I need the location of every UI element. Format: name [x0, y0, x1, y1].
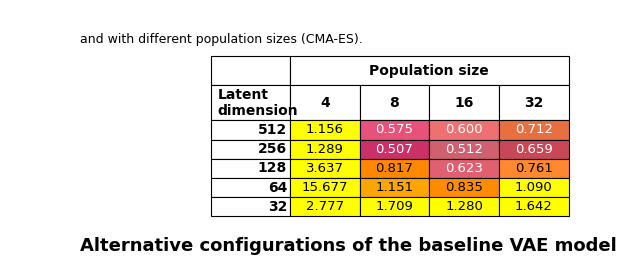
Text: 3.637: 3.637 — [306, 162, 344, 175]
Text: 0.761: 0.761 — [515, 162, 553, 175]
Text: 0.659: 0.659 — [515, 143, 552, 156]
Bar — [360, 140, 429, 159]
Bar — [360, 85, 429, 120]
Bar — [211, 120, 290, 140]
Bar — [211, 85, 290, 120]
Text: 256: 256 — [258, 142, 287, 156]
Text: 0.600: 0.600 — [445, 123, 483, 136]
Bar — [290, 140, 360, 159]
Text: 2.777: 2.777 — [306, 200, 344, 213]
Bar — [290, 197, 360, 216]
Text: 16: 16 — [454, 96, 474, 110]
Bar — [499, 159, 568, 178]
Text: Population size: Population size — [369, 64, 489, 78]
Bar — [211, 140, 290, 159]
Bar — [499, 197, 568, 216]
Text: 0.835: 0.835 — [445, 181, 483, 194]
Bar — [211, 56, 290, 85]
Text: 0.712: 0.712 — [515, 123, 553, 136]
Text: 128: 128 — [258, 161, 287, 175]
Text: 32: 32 — [524, 96, 543, 110]
Text: 1.151: 1.151 — [376, 181, 413, 194]
Text: 1.642: 1.642 — [515, 200, 553, 213]
Bar — [290, 120, 360, 140]
Bar — [360, 178, 429, 197]
Bar — [290, 178, 360, 197]
Bar — [211, 178, 290, 197]
Text: 0.817: 0.817 — [376, 162, 413, 175]
Text: 0.512: 0.512 — [445, 143, 483, 156]
Bar — [290, 56, 568, 85]
Bar — [290, 159, 360, 178]
Text: 15.677: 15.677 — [301, 181, 348, 194]
Text: 4: 4 — [320, 96, 330, 110]
Text: 512: 512 — [258, 123, 287, 137]
Bar — [429, 85, 499, 120]
Bar — [429, 178, 499, 197]
Bar — [499, 140, 568, 159]
Text: 32: 32 — [268, 200, 287, 214]
Bar — [360, 120, 429, 140]
Text: and with different population sizes (CMA-ES).: and with different population sizes (CMA… — [80, 33, 363, 46]
Text: Alternative configurations of the baseline VAE model: Alternative configurations of the baseli… — [80, 237, 617, 255]
Text: 1.156: 1.156 — [306, 123, 344, 136]
Bar — [211, 159, 290, 178]
Text: 1.289: 1.289 — [306, 143, 344, 156]
Text: 0.507: 0.507 — [376, 143, 413, 156]
Text: 1.280: 1.280 — [445, 200, 483, 213]
Bar — [499, 178, 568, 197]
Bar — [290, 85, 360, 120]
Bar — [360, 159, 429, 178]
Text: 0.575: 0.575 — [376, 123, 413, 136]
Text: 8: 8 — [390, 96, 399, 110]
Bar — [429, 159, 499, 178]
Bar — [211, 197, 290, 216]
Text: 64: 64 — [268, 181, 287, 194]
Bar — [429, 140, 499, 159]
Text: 0.623: 0.623 — [445, 162, 483, 175]
Bar — [429, 120, 499, 140]
Text: 1.090: 1.090 — [515, 181, 552, 194]
Text: 1.709: 1.709 — [376, 200, 413, 213]
Bar — [499, 120, 568, 140]
Bar — [360, 197, 429, 216]
Bar — [429, 197, 499, 216]
Text: Latent
dimension: Latent dimension — [218, 88, 298, 118]
Bar — [499, 85, 568, 120]
